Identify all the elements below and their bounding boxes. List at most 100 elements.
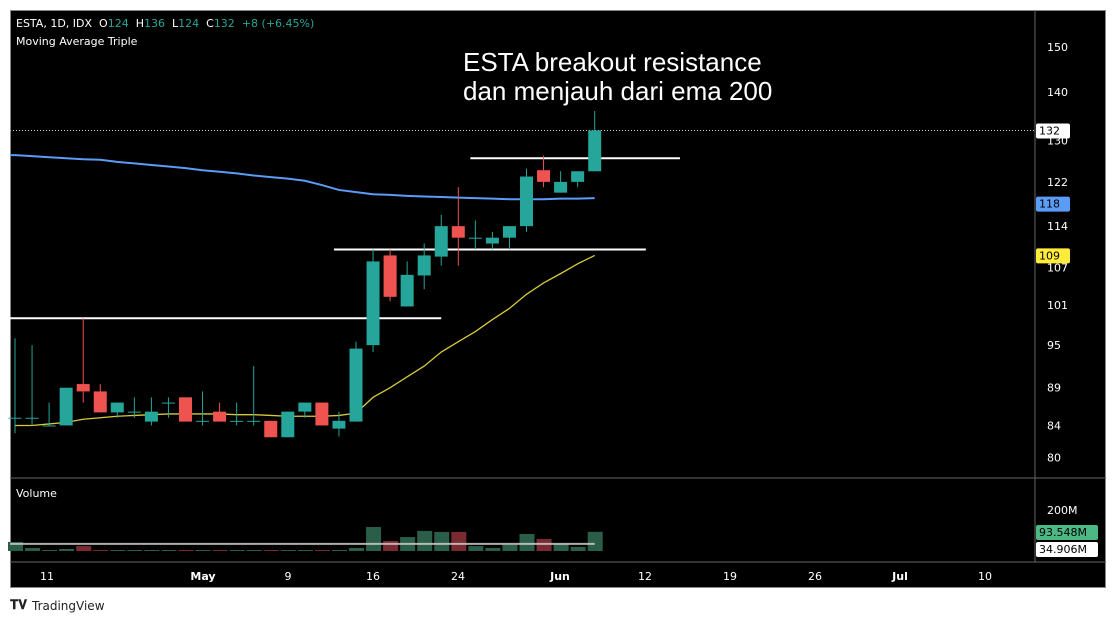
annotation-line-2: dan menjauh dari ema 200 <box>463 76 773 106</box>
symbol-legend: ESTA, 1D, IDX O124 H136 L124 C132 +8 (+6… <box>16 17 314 30</box>
candle-up <box>349 348 363 422</box>
time-tick-label: Jul <box>891 570 908 583</box>
ma-short-price-label: 109 <box>1039 249 1060 262</box>
price-tick-label: 114 <box>1047 220 1068 233</box>
time-tick-label: 10 <box>978 570 992 583</box>
time-tick-label: Jun <box>549 570 570 583</box>
time-tick-label: 9 <box>285 570 292 583</box>
candle-down <box>213 411 227 422</box>
tradingview-logo-icon: 𝐓𝐕 <box>10 598 27 613</box>
candle-down <box>315 402 329 426</box>
volume-bar <box>485 547 501 551</box>
chart-frame[interactable] <box>10 10 1106 588</box>
candle-up <box>247 420 261 422</box>
open-label: O <box>99 17 108 30</box>
candle-up <box>366 261 380 346</box>
close-value: 132 <box>213 17 235 30</box>
volume-bar <box>42 549 58 551</box>
volume-bar <box>110 550 126 551</box>
time-tick-label: May <box>190 570 215 583</box>
volume-bar <box>536 538 552 551</box>
volume-bar <box>468 546 484 551</box>
volume-bar <box>263 550 279 551</box>
volume-bar <box>587 531 603 551</box>
candle-up <box>502 226 516 238</box>
volume-bar <box>297 550 313 551</box>
candle-down <box>93 391 107 413</box>
volume-bar <box>417 530 433 551</box>
annotation-line-1: ESTA breakout resistance <box>463 47 762 77</box>
price-tick-label: 140 <box>1047 86 1068 99</box>
candle-up <box>110 402 124 413</box>
candle-up <box>196 420 210 422</box>
volume-title: Volume <box>16 487 57 500</box>
price-tick-label: 107 <box>1047 262 1068 275</box>
close-label: C <box>206 17 214 30</box>
price-tick-label: 101 <box>1047 299 1068 312</box>
volume-bar <box>195 550 211 551</box>
volume-bar <box>8 541 23 551</box>
last-price-label-bg <box>1036 123 1070 139</box>
volume-tick-label: 200M <box>1047 504 1078 517</box>
candle-up <box>25 417 39 419</box>
ema200-price-label-bg <box>1036 196 1070 212</box>
price-tick-label: 150 <box>1047 41 1068 54</box>
candle-up <box>8 417 22 419</box>
volume-last-label-bg <box>1036 525 1098 540</box>
candle-up <box>42 425 56 427</box>
last-price-label: 132 <box>1039 124 1060 137</box>
candle-up <box>332 420 346 429</box>
candle-up <box>400 274 414 307</box>
volume-bar <box>519 533 535 551</box>
candle-up <box>230 420 244 422</box>
candle-down <box>537 170 551 182</box>
high-value: 136 <box>143 17 165 30</box>
price-tick-label: 80 <box>1047 451 1061 464</box>
time-tick-label: 11 <box>40 570 54 583</box>
volume-bar <box>502 544 518 551</box>
ema200-price-label: 118 <box>1039 198 1060 211</box>
volume-bar <box>246 550 262 551</box>
volume-bar <box>570 546 586 551</box>
volume-bar <box>366 527 382 551</box>
volume-bar <box>451 531 467 551</box>
candle-up <box>434 226 448 257</box>
candle-up <box>127 411 141 413</box>
high-label: H <box>135 17 144 30</box>
volume-bar <box>383 540 399 551</box>
price-tick-label: 89 <box>1047 382 1061 395</box>
time-tick-label: 19 <box>723 570 737 583</box>
volume-bar <box>161 550 177 551</box>
candle-down <box>76 384 90 392</box>
candle-up <box>485 237 499 244</box>
price-tick-label: 84 <box>1047 419 1061 432</box>
volume-bar <box>331 550 347 551</box>
volume-bar <box>229 550 245 551</box>
candle-down <box>264 420 278 438</box>
indicator-legend[interactable]: Moving Average Triple <box>16 35 138 48</box>
tradingview-brand: TradingView <box>32 598 105 613</box>
volume-bar <box>127 550 143 551</box>
candle-down <box>451 226 465 238</box>
candle-up <box>144 411 158 422</box>
volume-ma-label: 34.906M <box>1039 543 1087 556</box>
volume-bar <box>178 550 194 551</box>
ma-short-price-label-bg <box>1036 248 1070 264</box>
open-value: 124 <box>107 17 129 30</box>
volume-bar <box>280 550 296 551</box>
volume-bar <box>434 531 450 551</box>
candle-up <box>281 411 295 438</box>
time-tick-label: 16 <box>366 570 380 583</box>
tradingview-logo[interactable]: 𝐓𝐕 TradingView <box>10 598 105 613</box>
time-tick-label: 24 <box>451 570 465 583</box>
low-value: 124 <box>178 17 200 30</box>
annotation-text[interactable]: ESTA breakout resistance dan menjauh dar… <box>463 48 772 106</box>
ema200-line <box>10 154 595 201</box>
candle-up <box>59 387 73 426</box>
volume-bar <box>76 546 92 551</box>
candle-up <box>417 255 431 276</box>
time-tick-label: 26 <box>808 570 822 583</box>
volume-bar <box>314 550 330 551</box>
volume-bar <box>25 547 41 551</box>
